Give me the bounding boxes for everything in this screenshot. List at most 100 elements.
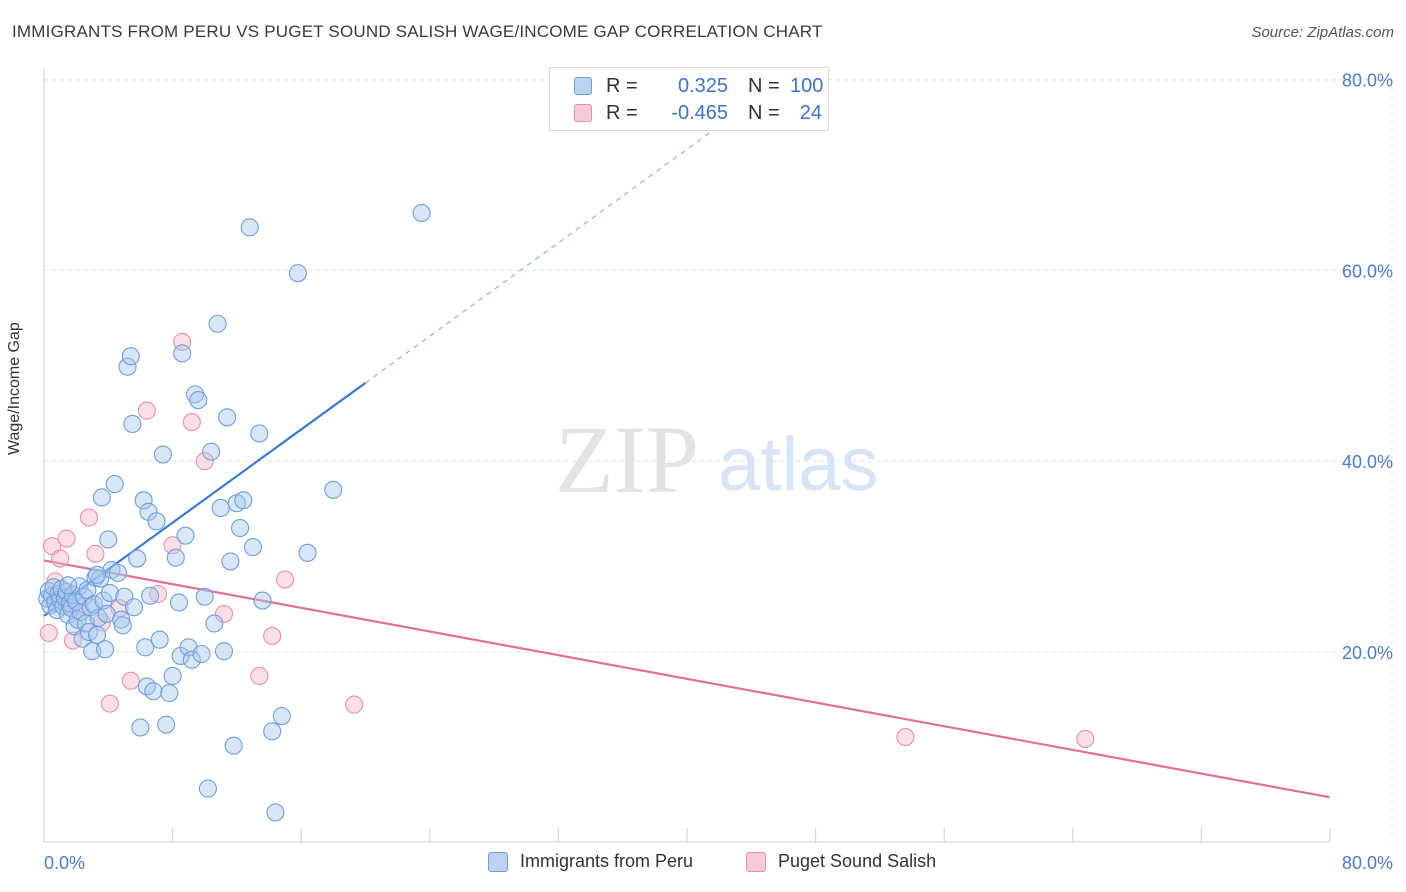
data-point-peru bbox=[100, 583, 119, 602]
data-point-peru bbox=[240, 218, 259, 237]
data-point-peru bbox=[195, 587, 214, 606]
data-point-peru bbox=[136, 638, 155, 657]
data-point-peru bbox=[221, 552, 240, 571]
data-point-peru bbox=[243, 538, 262, 557]
data-point-peru bbox=[182, 650, 201, 669]
data-point-salish bbox=[263, 626, 282, 645]
data-point-peru bbox=[94, 591, 113, 610]
data-point-peru bbox=[96, 640, 115, 659]
data-point-peru bbox=[234, 491, 253, 510]
y-axis-label: Wage/Income Gap bbox=[6, 322, 23, 455]
data-point-peru bbox=[150, 630, 169, 649]
data-point-peru bbox=[118, 357, 137, 376]
data-point-peru bbox=[123, 414, 142, 434]
legend-n-label: N = bbox=[748, 101, 780, 124]
bottom-legend-peru: Immigrants from Peru bbox=[488, 851, 693, 872]
data-point-peru bbox=[412, 203, 431, 223]
y-tick-label: 60.0% bbox=[1342, 261, 1393, 281]
data-point-peru bbox=[87, 565, 107, 584]
watermark-zip: ZIP bbox=[555, 406, 699, 513]
data-point-peru bbox=[208, 314, 227, 333]
data-point-salish bbox=[39, 623, 58, 643]
data-point-salish bbox=[57, 529, 76, 548]
bottom-legend-swatch-blue bbox=[488, 851, 508, 872]
data-point-peru bbox=[157, 715, 176, 734]
legend-r-label: R = bbox=[606, 74, 638, 97]
data-point-peru bbox=[186, 385, 205, 404]
data-point-salish bbox=[51, 549, 70, 568]
chart-source: Source: ZipAtlas.com bbox=[1251, 24, 1394, 41]
data-point-peru bbox=[124, 598, 144, 617]
data-point-peru bbox=[250, 424, 269, 443]
legend-n-label: N = bbox=[748, 74, 780, 97]
data-point-peru bbox=[144, 682, 163, 701]
data-point-peru bbox=[224, 736, 243, 755]
tick-labels: 20.0% 40.0% 60.0% 80.0% 0.0% 80.0% bbox=[44, 70, 1393, 873]
data-point-salish bbox=[182, 413, 201, 432]
legend-r-value: 0.325 bbox=[677, 74, 728, 97]
data-point-peru bbox=[141, 586, 160, 605]
gridlines bbox=[44, 78, 1393, 842]
data-point-salish bbox=[896, 728, 915, 747]
data-point-peru bbox=[298, 543, 317, 562]
legend-n-value: 100 bbox=[790, 74, 824, 97]
data-point-peru bbox=[84, 595, 103, 614]
legend-swatch-pink bbox=[574, 104, 592, 122]
bottom-legend-label-salish: Puget Sound Salish bbox=[778, 851, 937, 871]
watermark-atlas: atlas bbox=[718, 422, 879, 507]
data-point-peru bbox=[134, 491, 153, 510]
data-point-peru bbox=[121, 347, 140, 366]
data-point-peru bbox=[263, 722, 282, 741]
data-point-salish bbox=[195, 452, 214, 471]
x-tick-label-max: 80.0% bbox=[1342, 853, 1393, 873]
data-point-peru bbox=[160, 684, 179, 703]
bottom-legend-salish: Puget Sound Salish bbox=[746, 851, 936, 872]
data-point-peru bbox=[59, 576, 78, 595]
watermark: ZIP atlas bbox=[555, 406, 879, 513]
data-point-peru bbox=[324, 480, 343, 499]
data-point-peru bbox=[169, 593, 189, 612]
y-tick-label: 80.0% bbox=[1342, 70, 1393, 90]
data-point-salish bbox=[79, 508, 99, 527]
trend-line-peru bbox=[43, 382, 367, 617]
data-point-peru bbox=[92, 488, 111, 507]
data-point-salish bbox=[100, 694, 119, 713]
stats-legend: R = 0.325 N = 100 R = -0.465 N = 24 bbox=[549, 67, 829, 131]
data-point-peru bbox=[288, 264, 307, 283]
data-point-peru bbox=[173, 344, 192, 363]
data-point-peru bbox=[99, 530, 118, 549]
data-point-salish bbox=[1076, 729, 1095, 749]
bottom-legend-label-peru: Immigrants from Peru bbox=[520, 851, 694, 871]
legend-swatch-blue bbox=[574, 77, 592, 95]
data-point-salish bbox=[121, 671, 140, 690]
data-point-peru bbox=[176, 526, 195, 545]
data-point-salish bbox=[86, 544, 105, 563]
legend-r-value: -0.465 bbox=[671, 101, 728, 124]
data-point-peru bbox=[131, 718, 150, 737]
data-point-salish bbox=[214, 604, 234, 623]
trend-line-salish bbox=[43, 559, 1330, 799]
data-point-salish bbox=[275, 570, 295, 589]
bottom-legend-swatch-pink bbox=[746, 851, 766, 872]
data-point-peru bbox=[218, 408, 237, 427]
data-point-peru bbox=[211, 498, 230, 518]
x-tick-label-min: 0.0% bbox=[44, 853, 85, 873]
legend-n-value: 24 bbox=[799, 101, 822, 124]
legend-r-label: R = bbox=[606, 101, 638, 124]
data-point-peru bbox=[253, 591, 272, 610]
y-tick-label: 20.0% bbox=[1342, 643, 1393, 663]
legend-row-peru: R = 0.325 N = 100 bbox=[574, 74, 824, 98]
data-point-peru bbox=[198, 779, 217, 798]
chart-title: IMMIGRANTS FROM PERU VS PUGET SOUND SALI… bbox=[12, 22, 823, 41]
data-point-peru bbox=[163, 666, 182, 686]
data-point-peru bbox=[108, 563, 127, 582]
data-point-peru bbox=[205, 614, 224, 633]
data-point-peru bbox=[214, 642, 234, 661]
data-point-peru bbox=[113, 616, 132, 635]
data-point-salish bbox=[250, 666, 269, 686]
data-point-peru bbox=[128, 549, 147, 568]
data-point-peru bbox=[73, 629, 92, 648]
data-point-peru bbox=[105, 475, 124, 494]
data-point-salish bbox=[345, 695, 364, 714]
